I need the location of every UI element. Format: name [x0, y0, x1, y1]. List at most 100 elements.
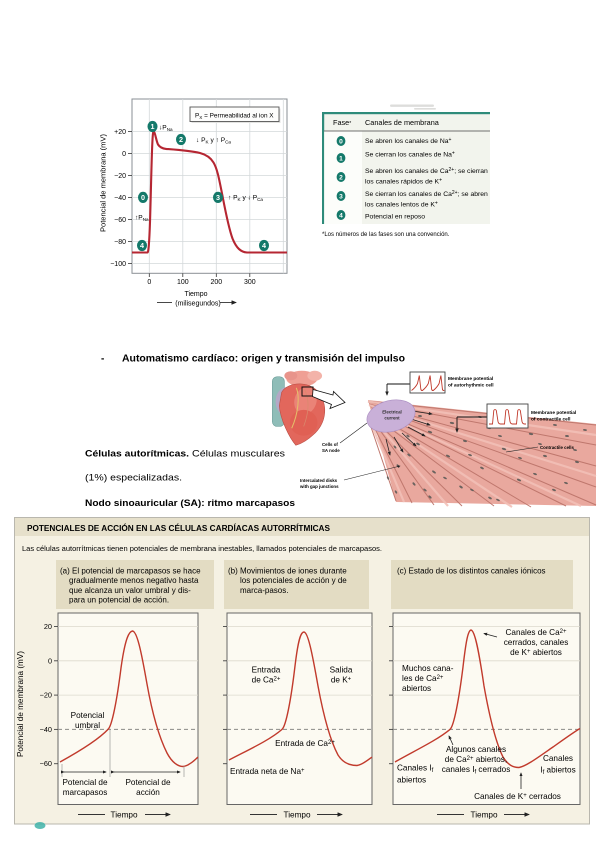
svg-text:umbral: umbral	[75, 721, 100, 730]
svg-text:20: 20	[44, 622, 52, 631]
svg-text:Fase*: Fase*	[333, 118, 351, 127]
svg-text:Contractile cells: Contractile cells	[540, 445, 574, 450]
svg-text:Nodo sinoauricular (SA): ritmo: Nodo sinoauricular (SA): ritmo marcapaso…	[85, 498, 295, 509]
svg-text:(a) El potencial de marcapasos: (a) El potencial de marcapasos se hace	[60, 567, 201, 576]
svg-text:2: 2	[179, 135, 183, 144]
svg-text:1: 1	[339, 155, 343, 162]
svg-text:los canales lentos de K+: los canales lentos de K+	[365, 201, 438, 209]
svg-text:abiertos: abiertos	[397, 776, 426, 785]
svg-text:los canales rápidos de K+: los canales rápidos de K+	[365, 178, 442, 186]
svg-text:If abiertos: If abiertos	[540, 766, 575, 777]
svg-text:Tiempo: Tiempo	[284, 811, 311, 820]
svg-text:de Ca2+ abiertos,: de Ca2+ abiertos,	[445, 755, 507, 764]
svg-text:4: 4	[339, 212, 343, 219]
svg-text:↓PNa: ↓PNa	[159, 125, 173, 133]
svg-text:current: current	[384, 416, 400, 421]
svg-text:Potencial de: Potencial de	[62, 778, 108, 787]
svg-text:-: -	[101, 354, 104, 365]
svg-text:−20: −20	[40, 691, 52, 700]
svg-text:−80: −80	[114, 239, 126, 246]
svg-text:↑PNa: ↑PNa	[135, 215, 149, 223]
svg-text:Se cierran los canales de Ca2+: Se cierran los canales de Ca2+; se abren	[365, 190, 488, 198]
svg-text:marcapasos: marcapasos	[63, 788, 108, 797]
svg-text:Canales de Ca2+: Canales de Ca2+	[505, 628, 567, 637]
svg-text:SA node: SA node	[322, 448, 340, 453]
svg-text:0: 0	[339, 138, 343, 145]
svg-text:(c) Estado de los distintos ca: (c) Estado de los distintos canales ióni…	[397, 567, 546, 576]
svg-text:3: 3	[216, 193, 220, 202]
svg-text:Canales de membrana: Canales de membrana	[365, 118, 440, 127]
svg-text:300: 300	[244, 279, 256, 286]
svg-text:Potencial: Potencial	[71, 711, 105, 720]
svg-text:Potencial en reposo: Potencial en reposo	[365, 214, 425, 221]
svg-text:Entrada: Entrada	[252, 666, 281, 675]
svg-text:Tiempo: Tiempo	[471, 811, 498, 820]
svg-text:de K+: de K+	[331, 676, 352, 685]
svg-text:que alcanza un valor umbral y: que alcanza un valor umbral y dis-	[69, 586, 191, 595]
svg-text:*Los números de las fases son: *Los números de las fases son una conven…	[322, 232, 450, 238]
svg-text:POTENCIALES DE ACCIÓN EN LAS C: POTENCIALES DE ACCIÓN EN LAS CÉLULAS CAR…	[27, 524, 331, 533]
svg-text:(milisegundos): (milisegundos)	[175, 301, 221, 308]
svg-text:(b) Movimientos de iones duran: (b) Movimientos de iones durante	[228, 567, 347, 576]
svg-text:Automatismo cardíaco: origen y: Automatismo cardíaco: origen y transmisi…	[122, 354, 405, 365]
svg-text:Se cierran los canales de Na+: Se cierran los canales de Na+	[365, 151, 455, 159]
svg-text:Potencial de: Potencial de	[125, 778, 171, 787]
svg-text:0: 0	[147, 279, 151, 286]
svg-text:Entrada neta de Na+: Entrada neta de Na+	[230, 767, 305, 776]
svg-text:Células autorítmicas.: Células autorítmicas.	[85, 449, 189, 460]
svg-text:abiertos: abiertos	[402, 684, 431, 693]
svg-text:Canales If: Canales If	[397, 764, 434, 775]
svg-text:1: 1	[151, 122, 155, 131]
svg-text:Tiempo: Tiempo	[111, 811, 138, 820]
svg-text:Electrical: Electrical	[382, 410, 402, 415]
svg-text:3: 3	[339, 193, 343, 200]
svg-text:−20: −20	[114, 173, 126, 180]
svg-text:Potencial de membrana (mV): Potencial de membrana (mV)	[16, 651, 25, 757]
svg-text:Células musculares: Células musculares	[192, 449, 285, 460]
svg-text:Muchos cana-: Muchos cana-	[402, 664, 454, 673]
svg-text:4: 4	[262, 241, 266, 250]
svg-text:4: 4	[140, 241, 144, 250]
svg-text:of contractile cell: of contractile cell	[531, 417, 570, 423]
svg-text:Las células autorrítmicas tien: Las células autorrítmicas tienen potenci…	[22, 544, 382, 553]
svg-text:marca-pasos.: marca-pasos.	[240, 586, 288, 595]
svg-text:Algunos canales: Algunos canales	[446, 745, 506, 754]
svg-text:−100: −100	[110, 261, 126, 268]
svg-text:of autorhythmic cell: of autorhythmic cell	[448, 383, 494, 389]
svg-text:−40: −40	[114, 195, 126, 202]
svg-text:+20: +20	[114, 129, 126, 136]
svg-text:Intercalated disks: Intercalated disks	[300, 478, 338, 483]
svg-text:−40: −40	[40, 725, 52, 734]
svg-text:Tiempo: Tiempo	[184, 291, 207, 298]
svg-text:Membrane potential: Membrane potential	[531, 410, 576, 416]
svg-text:los potenciales de acción y de: los potenciales de acción y de	[240, 576, 347, 585]
svg-text:Canales: Canales	[543, 754, 573, 763]
svg-text:Se abren los canales de Na+: Se abren los canales de Na+	[365, 137, 452, 145]
svg-text:canales If cerrados: canales If cerrados	[442, 765, 511, 776]
svg-text:cerrados, canales: cerrados, canales	[504, 638, 569, 647]
svg-text:−60: −60	[40, 759, 52, 768]
svg-text:(1%) especializadas.: (1%) especializadas.	[85, 473, 182, 484]
svg-text:0: 0	[48, 656, 52, 665]
svg-text:200: 200	[210, 279, 222, 286]
svg-text:para un potencial de acción.: para un potencial de acción.	[69, 596, 169, 605]
svg-text:0: 0	[122, 151, 126, 158]
svg-text:↑ PK y ↓ PCa: ↑ PK y ↓ PCa	[228, 195, 263, 203]
svg-text:with gap junctions: with gap junctions	[299, 484, 339, 489]
svg-text:Canales de K+ cerrados: Canales de K+ cerrados	[474, 792, 561, 801]
svg-text:2: 2	[339, 174, 343, 181]
svg-text:↓ PK y ↑ PCa: ↓ PK y ↑ PCa	[196, 137, 231, 145]
svg-text:0: 0	[141, 193, 145, 202]
svg-text:−60: −60	[114, 217, 126, 224]
svg-text:Membrane potential: Membrane potential	[448, 376, 493, 382]
svg-text:100: 100	[177, 279, 189, 286]
svg-text:de K+ abiertos: de K+ abiertos	[510, 648, 562, 657]
svg-text:acción: acción	[136, 788, 160, 797]
svg-text:Potencial de membrana (mV): Potencial de membrana (mV)	[99, 134, 108, 232]
svg-text:Salida: Salida	[330, 666, 353, 675]
svg-text:Cells of: Cells of	[322, 442, 338, 447]
svg-text:gradualmente menos negativo ha: gradualmente menos negativo hasta	[69, 576, 199, 585]
svg-text:Se abren los canales de Ca2+;: Se abren los canales de Ca2+; se cierran	[365, 167, 488, 175]
svg-text:Entrada de Ca2+: Entrada de Ca2+	[275, 739, 335, 748]
svg-text:les de Ca2+: les de Ca2+	[402, 674, 444, 683]
